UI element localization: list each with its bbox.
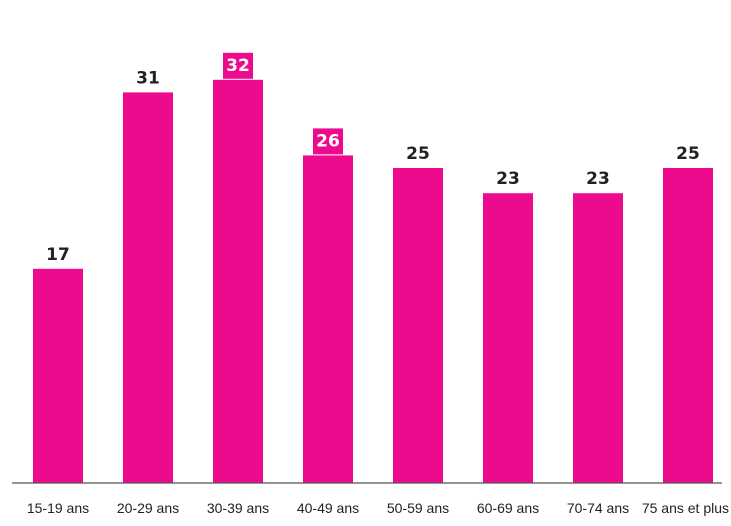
x-tick-label-1: 20-29 ans [117, 500, 179, 516]
value-labels-group: 17 31 32 26 25 23 23 25 [46, 52, 700, 265]
value-label-1: 31 [136, 68, 160, 88]
bar-5 [483, 193, 533, 483]
bar-3 [303, 155, 353, 483]
value-label-highlight-2 [223, 52, 253, 79]
bars-group [33, 79, 713, 484]
bar-0 [33, 268, 83, 483]
bar-4 [393, 168, 443, 483]
bar-2 [213, 79, 263, 484]
value-label-7: 25 [676, 144, 700, 164]
x-tick-label-5: 60-69 ans [477, 500, 539, 516]
x-tick-label-3: 40-49 ans [297, 500, 359, 516]
bar-6 [573, 193, 623, 483]
value-label-3: 26 [316, 131, 340, 151]
x-tick-label-6: 70-74 ans [567, 500, 629, 516]
bar-7 [663, 168, 713, 483]
x-tick-label-4: 50-59 ans [387, 500, 449, 516]
value-label-4: 25 [406, 144, 430, 164]
value-label-5: 23 [496, 169, 520, 189]
x-tick-labels-group: 15-19 ans 20-29 ans 30-39 ans 40-49 ans 50-5… [27, 500, 729, 516]
x-tick-label-0: 15-19 ans [27, 500, 89, 516]
value-label-6: 23 [586, 169, 610, 189]
bar-1 [123, 92, 173, 484]
value-label-2: 32 [226, 56, 250, 76]
x-tick-label-2: 30-39 ans [207, 500, 269, 516]
value-label-highlight-3 [313, 128, 343, 155]
value-label-0: 17 [46, 245, 70, 265]
x-tick-label-7: 75 ans et plus [642, 500, 729, 516]
